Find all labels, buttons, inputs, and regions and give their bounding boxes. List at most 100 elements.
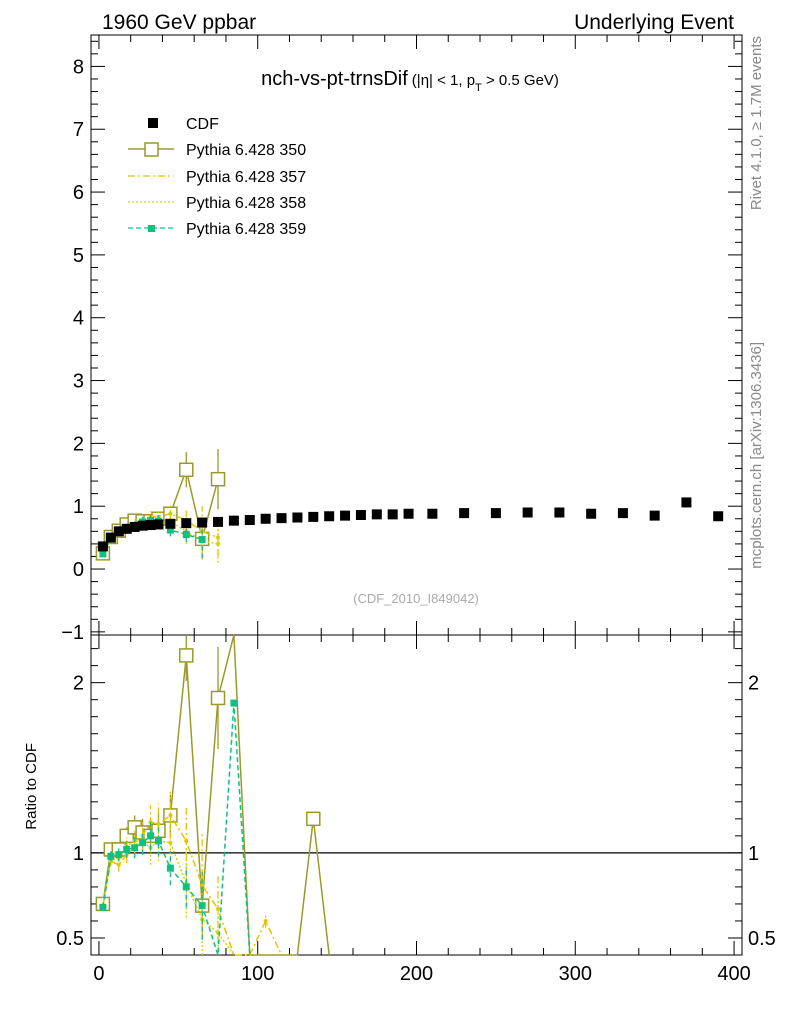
cdf-data-point (165, 518, 176, 529)
ratio-y-axis: 0.5 0.5 1 1 2 2 (56, 648, 776, 950)
cdf-data-point (145, 520, 156, 531)
legend-label-pythia-359: Pythia 6.428 359 (186, 221, 306, 238)
cdf-data-point (554, 507, 565, 518)
legend-marker-cdf (148, 118, 158, 128)
main-ytick-label: 2 (73, 433, 84, 455)
cdf-data-point (292, 512, 303, 523)
ratio-point-pythia-359 (123, 845, 131, 853)
main-point-pythia-350 (179, 462, 194, 478)
cdf-data-point (276, 513, 287, 524)
mcplots-label: mcplots.cern.ch [arXiv:1306.3436] (748, 342, 765, 569)
cdf-data-point (260, 513, 271, 524)
ratio-line-pythia-358 (102, 840, 235, 956)
main-point-pythia-359 (198, 536, 206, 544)
cdf-data-point (244, 515, 255, 526)
legend-entry-pythia-350: Pythia 6.428 350 (128, 142, 306, 159)
main-series-group (95, 449, 724, 563)
cdf-data-point (97, 541, 108, 552)
legend-entry-cdf: CDF (148, 116, 219, 133)
ratio-xtick-label: 100 (241, 963, 274, 985)
ratio-point-pythia-359 (115, 851, 123, 859)
main-point-pythia-358 (216, 541, 221, 546)
legend-label-pythia-358: Pythia 6.428 358 (186, 195, 306, 212)
cdf-data-point (355, 510, 366, 520)
cdf-data-point (649, 510, 660, 521)
main-ytick-label: 4 (73, 308, 84, 330)
plot-title-main: nch-vs-pt-trnsDif (261, 68, 408, 90)
legend: CDF Pythia 6.428 350 Pythia 6.428 357 Py… (128, 116, 306, 238)
main-point-pythia-357 (168, 511, 173, 516)
legend-entry-pythia-359: Pythia 6.428 359 (128, 221, 306, 238)
ratio-point-pythia-359 (99, 903, 107, 911)
ratio-point-pythia-359 (166, 864, 174, 872)
ratio-point-pythia-357 (168, 813, 173, 818)
main-ytick-label: 5 (73, 245, 84, 267)
ratio-point-pythia-357 (263, 918, 268, 923)
cdf-data-point (427, 508, 438, 519)
ratio-point-pythia-357 (184, 838, 189, 843)
ratio-series-group (95, 634, 330, 956)
cdf-data-point (586, 508, 597, 519)
legend-entry-pythia-358: Pythia 6.428 358 (128, 195, 306, 212)
plot-title-cut-subscript: T (475, 82, 482, 94)
ratio-ytick-label-right: 0.5 (748, 928, 776, 950)
cdf-data-point (371, 509, 382, 520)
ratio-ytick-label: 2 (73, 673, 84, 695)
cdf-data-point (522, 507, 533, 518)
ratio-point-pythia-350 (210, 690, 226, 706)
cdf-data-point (324, 511, 335, 522)
ratio-xtick-label: 300 (559, 963, 592, 985)
ratio-point-pythia-359 (230, 699, 238, 707)
ratio-ytick-label-right: 1 (748, 843, 759, 865)
ratio-point-pythia-350 (179, 648, 194, 663)
ratio-line-pythia-359 (102, 703, 251, 956)
main-ytick-label: 1 (73, 496, 84, 518)
legend-label-pythia-357: Pythia 6.428 357 (186, 169, 306, 186)
main-ytick-label: 7 (73, 119, 84, 141)
energy-label: 1960 GeV ppbar (102, 11, 256, 34)
ratio-point-pythia-359 (182, 883, 190, 891)
ratio-point-pythia-359 (147, 832, 155, 840)
ratio-xtick-label: 200 (400, 963, 433, 985)
ratio-ytick-label: 1 (73, 843, 84, 865)
analysis-watermark: (CDF_2010_I849042) (353, 591, 479, 606)
main-ytick-label: 0 (73, 559, 84, 581)
cdf-data-point (181, 518, 192, 529)
cdf-data-point (490, 508, 501, 519)
legend-entry-pythia-357: Pythia 6.428 357 (128, 169, 306, 186)
cdf-data-point (153, 519, 164, 530)
cdf-data-point (340, 510, 351, 521)
ratio-point-pythia-359 (131, 844, 139, 852)
cdf-data-point (137, 520, 148, 531)
main-y-axis: −1 0 1 2 3 4 5 6 7 8 (61, 40, 742, 644)
cdf-data-point (129, 521, 140, 532)
cdf-data-point (387, 509, 398, 520)
cdf-data-point (403, 508, 414, 519)
ratio-xtick-label: 400 (717, 963, 750, 985)
ratio-point-pythia-359 (139, 839, 147, 847)
main-point-pythia-359 (166, 526, 174, 534)
ratio-point-pythia-350 (306, 811, 321, 827)
legend-label-pythia-350: Pythia 6.428 350 (186, 142, 306, 159)
ratio-line-pythia-357 (102, 814, 283, 956)
rivet-version-label: Rivet 4.1.0, ≥ 1.7M events (748, 36, 765, 210)
ratio-point-pythia-359 (107, 852, 115, 860)
cdf-data-point (213, 516, 224, 527)
analysis-category-label: Underlying Event (574, 11, 734, 34)
ratio-ytick-label: 0.5 (56, 928, 84, 950)
main-ytick-label: 6 (73, 182, 84, 204)
ratio-point-pythia-359 (198, 902, 206, 910)
main-point-pythia-359 (182, 530, 190, 538)
main-ytick-label: 8 (73, 56, 84, 78)
plot-title-cut: (|η| < 1, p (412, 72, 475, 89)
cdf-data-point (228, 515, 239, 526)
cdf-data-point (617, 508, 628, 519)
plot-title-cut-end: > 0.5 GeV) (482, 72, 559, 89)
main-ytick-label: −1 (61, 622, 84, 644)
main-plot-panel: −1 0 1 2 3 4 5 6 7 8 nch-vs-pt-trnsDif (|η| < 1, p… (61, 34, 743, 644)
main-ytick-label: 3 (73, 371, 84, 393)
plot-title: nch-vs-pt-trnsDif (|η| < 1, pT > 0.5 GeV) (261, 68, 559, 94)
ratio-ytick-label-right: 2 (748, 673, 759, 695)
ratio-x-axis: 0 100 200 300 400 (93, 635, 751, 985)
